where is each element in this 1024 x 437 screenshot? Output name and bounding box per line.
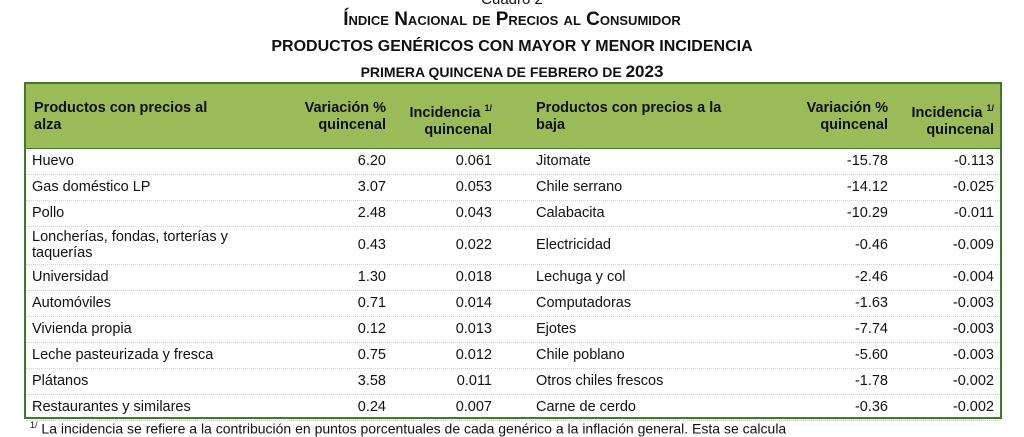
product-up: Huevo [32,153,74,169]
product-down: Lechuga y col [536,269,626,285]
variation-up: 0.12 [357,321,386,337]
variation-down: -0.36 [854,399,888,415]
product-down: Ejotes [536,321,577,337]
incidence-up: 0.007 [455,399,492,415]
table-header: Productos con precios al alza Variación … [26,84,1000,149]
inc-label-2: quincenal [424,121,492,138]
incidence-down: -0.025 [952,179,994,195]
variation-down: -10.29 [846,205,888,221]
header-var-baja: Variación % quincenal [806,100,888,133]
incidence-up: 0.013 [455,321,492,337]
incidence-down: -0.011 [953,205,994,221]
variation-up: 3.58 [357,373,386,389]
variation-up: 0.71 [357,295,386,311]
inc-label-2: quincenal [926,121,994,138]
product-up: Leche pasteurizada y fresca [32,347,214,363]
header-baja: Productos con precios a la baja [536,100,722,133]
variation-up: 1.30 [357,269,386,285]
table-row: Universidad 1.30 0.018 Lechuga y col -2.46 -0… [26,264,1000,291]
incidence-down: -0.002 [952,399,994,415]
footnote-mark: 1/ [986,103,994,113]
table-row: Plátanos 3.58 0.011 Otros chiles frescos -1.… [26,368,1000,395]
product-up: Loncherías, fondas, torterías y taquería… [32,229,228,261]
header-inc-baja: Incidencia 1/quincenal [896,100,994,139]
table-row: Restaurantes y similares 0.24 0.007 Carne d… [26,394,1000,421]
incidence-down: -0.003 [952,347,994,363]
period-text: PRIMERA QUINCENA DE FEBRERO DE [360,64,622,80]
product-up: Universidad [32,269,109,285]
incidence-down: -0.003 [952,321,994,337]
table-row: Leche pasteurizada y fresca 0.75 0.012 Chil… [26,342,1000,369]
header-inc-alza: Incidencia 1/quincenal [396,100,492,139]
footnote-mark: 1/ [30,420,38,430]
product-up: Pollo [32,205,65,221]
incidence-up: 0.022 [455,237,492,253]
table-row: Vivienda propia 0.12 0.013 Ejotes -7.74 -0.00… [26,316,1000,343]
table-number: Cuadro 2 [0,0,1024,8]
variation-down: -1.63 [854,295,888,311]
variation-up: 3.07 [357,179,386,195]
variation-down: -2.46 [854,269,888,285]
table-row: Automóviles 0.71 0.014 Computadoras -1.63 -0.… [26,290,1000,317]
variation-up: 2.48 [357,205,386,221]
incidence-down: -0.003 [952,295,994,311]
variation-down: -14.12 [846,179,888,195]
variation-down: -1.78 [854,373,888,389]
incidence-up: 0.018 [455,269,492,285]
table-row: Gas doméstico LP 3.07 0.053 Chile serrano -1… [26,174,1000,201]
period: PRIMERA QUINCENA DE FEBRERO DE 2023 [0,62,1024,82]
product-up: Automóviles [32,295,111,311]
inc-label: Incidencia [911,104,983,121]
footnote-mark: 1/ [484,103,492,113]
product-down: Electricidad [536,237,611,253]
variation-down: -15.78 [846,153,888,169]
product-down: Carne de cerdo [536,399,636,415]
variation-up: 0.24 [357,399,386,415]
table-row: Loncherías, fondas, torterías y taquería… [26,226,1000,265]
year: 2023 [625,62,664,81]
incidence-up: 0.011 [456,373,492,389]
page-title: Índice Nacional de Precios al Consumidor [343,9,681,30]
incidence-down: -0.009 [952,237,994,253]
variation-down: -0.46 [854,237,888,253]
product-up: Restaurantes y similares [32,399,191,415]
variation-down: -5.60 [854,347,888,363]
subtitle: PRODUCTOS GENÉRICOS CON MAYOR Y MENOR IN… [271,38,753,55]
incidence-down: -0.004 [952,269,994,285]
incidence-down: -0.002 [952,373,994,389]
footnote-text: La incidencia se refiere a la contribuci… [41,420,787,437]
incidence-up: 0.014 [455,295,492,311]
incidence-up: 0.012 [455,347,492,363]
variation-up: 0.75 [357,347,386,363]
table-row: Pollo 2.48 0.043 Calabacita -10.29 -0.011 [26,200,1000,227]
product-down: Chile serrano [536,179,623,195]
product-down: Otros chiles frescos [536,373,664,389]
variation-up: 0.43 [357,237,386,253]
product-up: Plátanos [32,373,89,389]
incidence-up: 0.053 [455,179,492,195]
header-alza: Productos con precios al alza [34,100,208,133]
product-down: Chile poblano [536,347,625,363]
incidence-down: -0.113 [953,153,994,169]
table-row: Huevo 6.20 0.061 Jitomate -15.78 -0.113 [26,148,1000,175]
product-up: Vivienda propia [32,321,132,337]
inc-label: Incidencia [409,104,481,121]
footnote: 1/ La incidencia se refiere a la contrib… [30,420,786,437]
header-var-alza: Variación % quincenal [304,100,386,133]
product-down: Computadoras [536,295,632,311]
variation-down: -7.74 [854,321,888,337]
data-table: Productos con precios al alza Variación … [24,82,1002,421]
product-down: Jitomate [536,153,591,169]
product-up: Gas doméstico LP [32,179,151,195]
product-down: Calabacita [536,205,605,221]
incidence-up: 0.061 [455,153,492,169]
incidence-up: 0.043 [455,205,492,221]
variation-up: 6.20 [357,153,386,169]
